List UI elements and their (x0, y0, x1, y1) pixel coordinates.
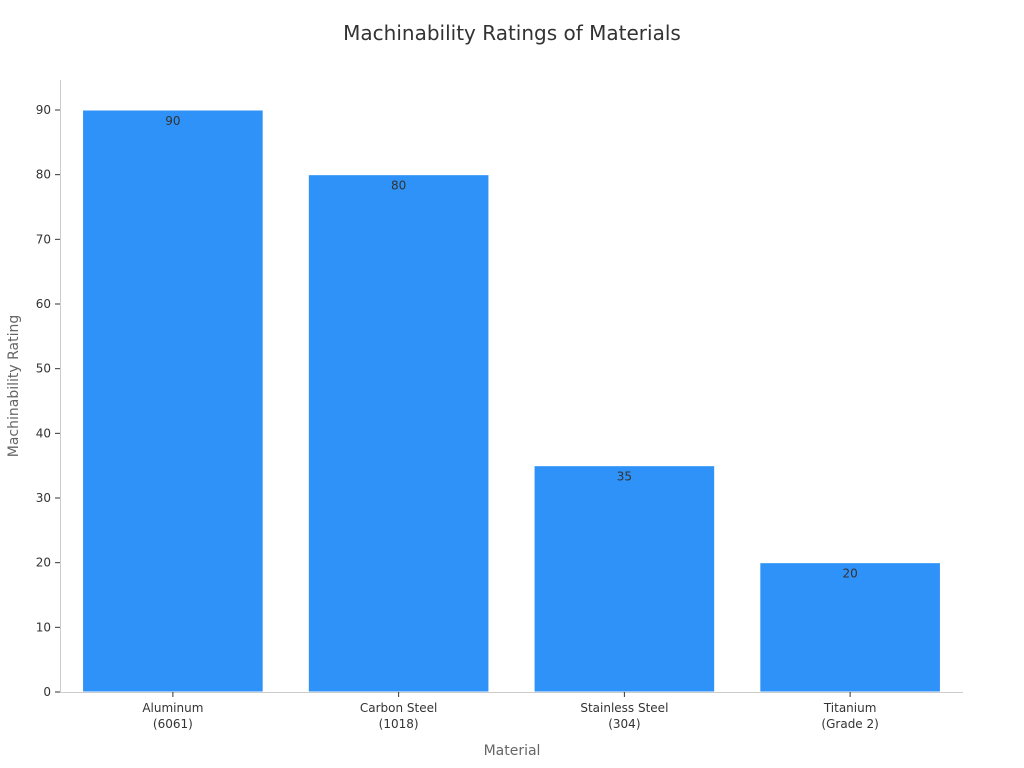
x-axis-label: Material (484, 743, 541, 759)
x-tick-label-1-line-0: Carbon Steel (360, 701, 437, 715)
y-tick-label-6: 60 (36, 297, 51, 311)
x-tick-label-3-line-0: Titanium (823, 701, 877, 715)
x-tick-label-2-line-1: (304) (608, 717, 640, 731)
y-tick-label-9: 90 (36, 103, 51, 117)
bar-3 (759, 562, 941, 693)
y-ticks-group: 0 10 20 30 40 50 60 70 80 90 (36, 103, 60, 699)
chart-title: Machinability Ratings of Materials (343, 21, 681, 45)
x-tick-label-1-line-1: (1018) (379, 717, 419, 731)
y-tick-label-0: 0 (43, 685, 51, 699)
y-tick-label-4: 40 (36, 426, 51, 440)
data-label-3: 20 (842, 567, 857, 581)
x-tick-label-0-line-0: Aluminum (142, 701, 203, 715)
x-tick-label-0-line-1: (6061) (153, 717, 193, 731)
y-tick-label-2: 20 (36, 556, 51, 570)
x-tick-label-2-line-0: Stainless Steel (580, 701, 668, 715)
y-tick-label-7: 70 (36, 232, 51, 246)
x-ticks-group: Aluminum (6061) Carbon Steel (1018) Stainles… (142, 692, 879, 731)
data-label-0: 90 (165, 114, 180, 128)
data-label-2: 35 (617, 470, 632, 484)
y-tick-label-3: 30 (36, 491, 51, 505)
bar-0 (82, 109, 264, 693)
bar-2 (533, 465, 716, 693)
y-axis-label: Machinability Rating (6, 315, 22, 458)
x-tick-label-3-line-1: (Grade 2) (821, 717, 878, 731)
y-tick-label-8: 80 (36, 168, 51, 182)
data-labels-group: 90 80 35 20 (165, 114, 858, 581)
y-tick-label-5: 50 (36, 362, 51, 376)
data-label-1: 80 (391, 179, 406, 193)
bar-1 (307, 174, 490, 693)
y-tick-label-1: 10 (36, 620, 51, 634)
bars-group (82, 109, 941, 693)
